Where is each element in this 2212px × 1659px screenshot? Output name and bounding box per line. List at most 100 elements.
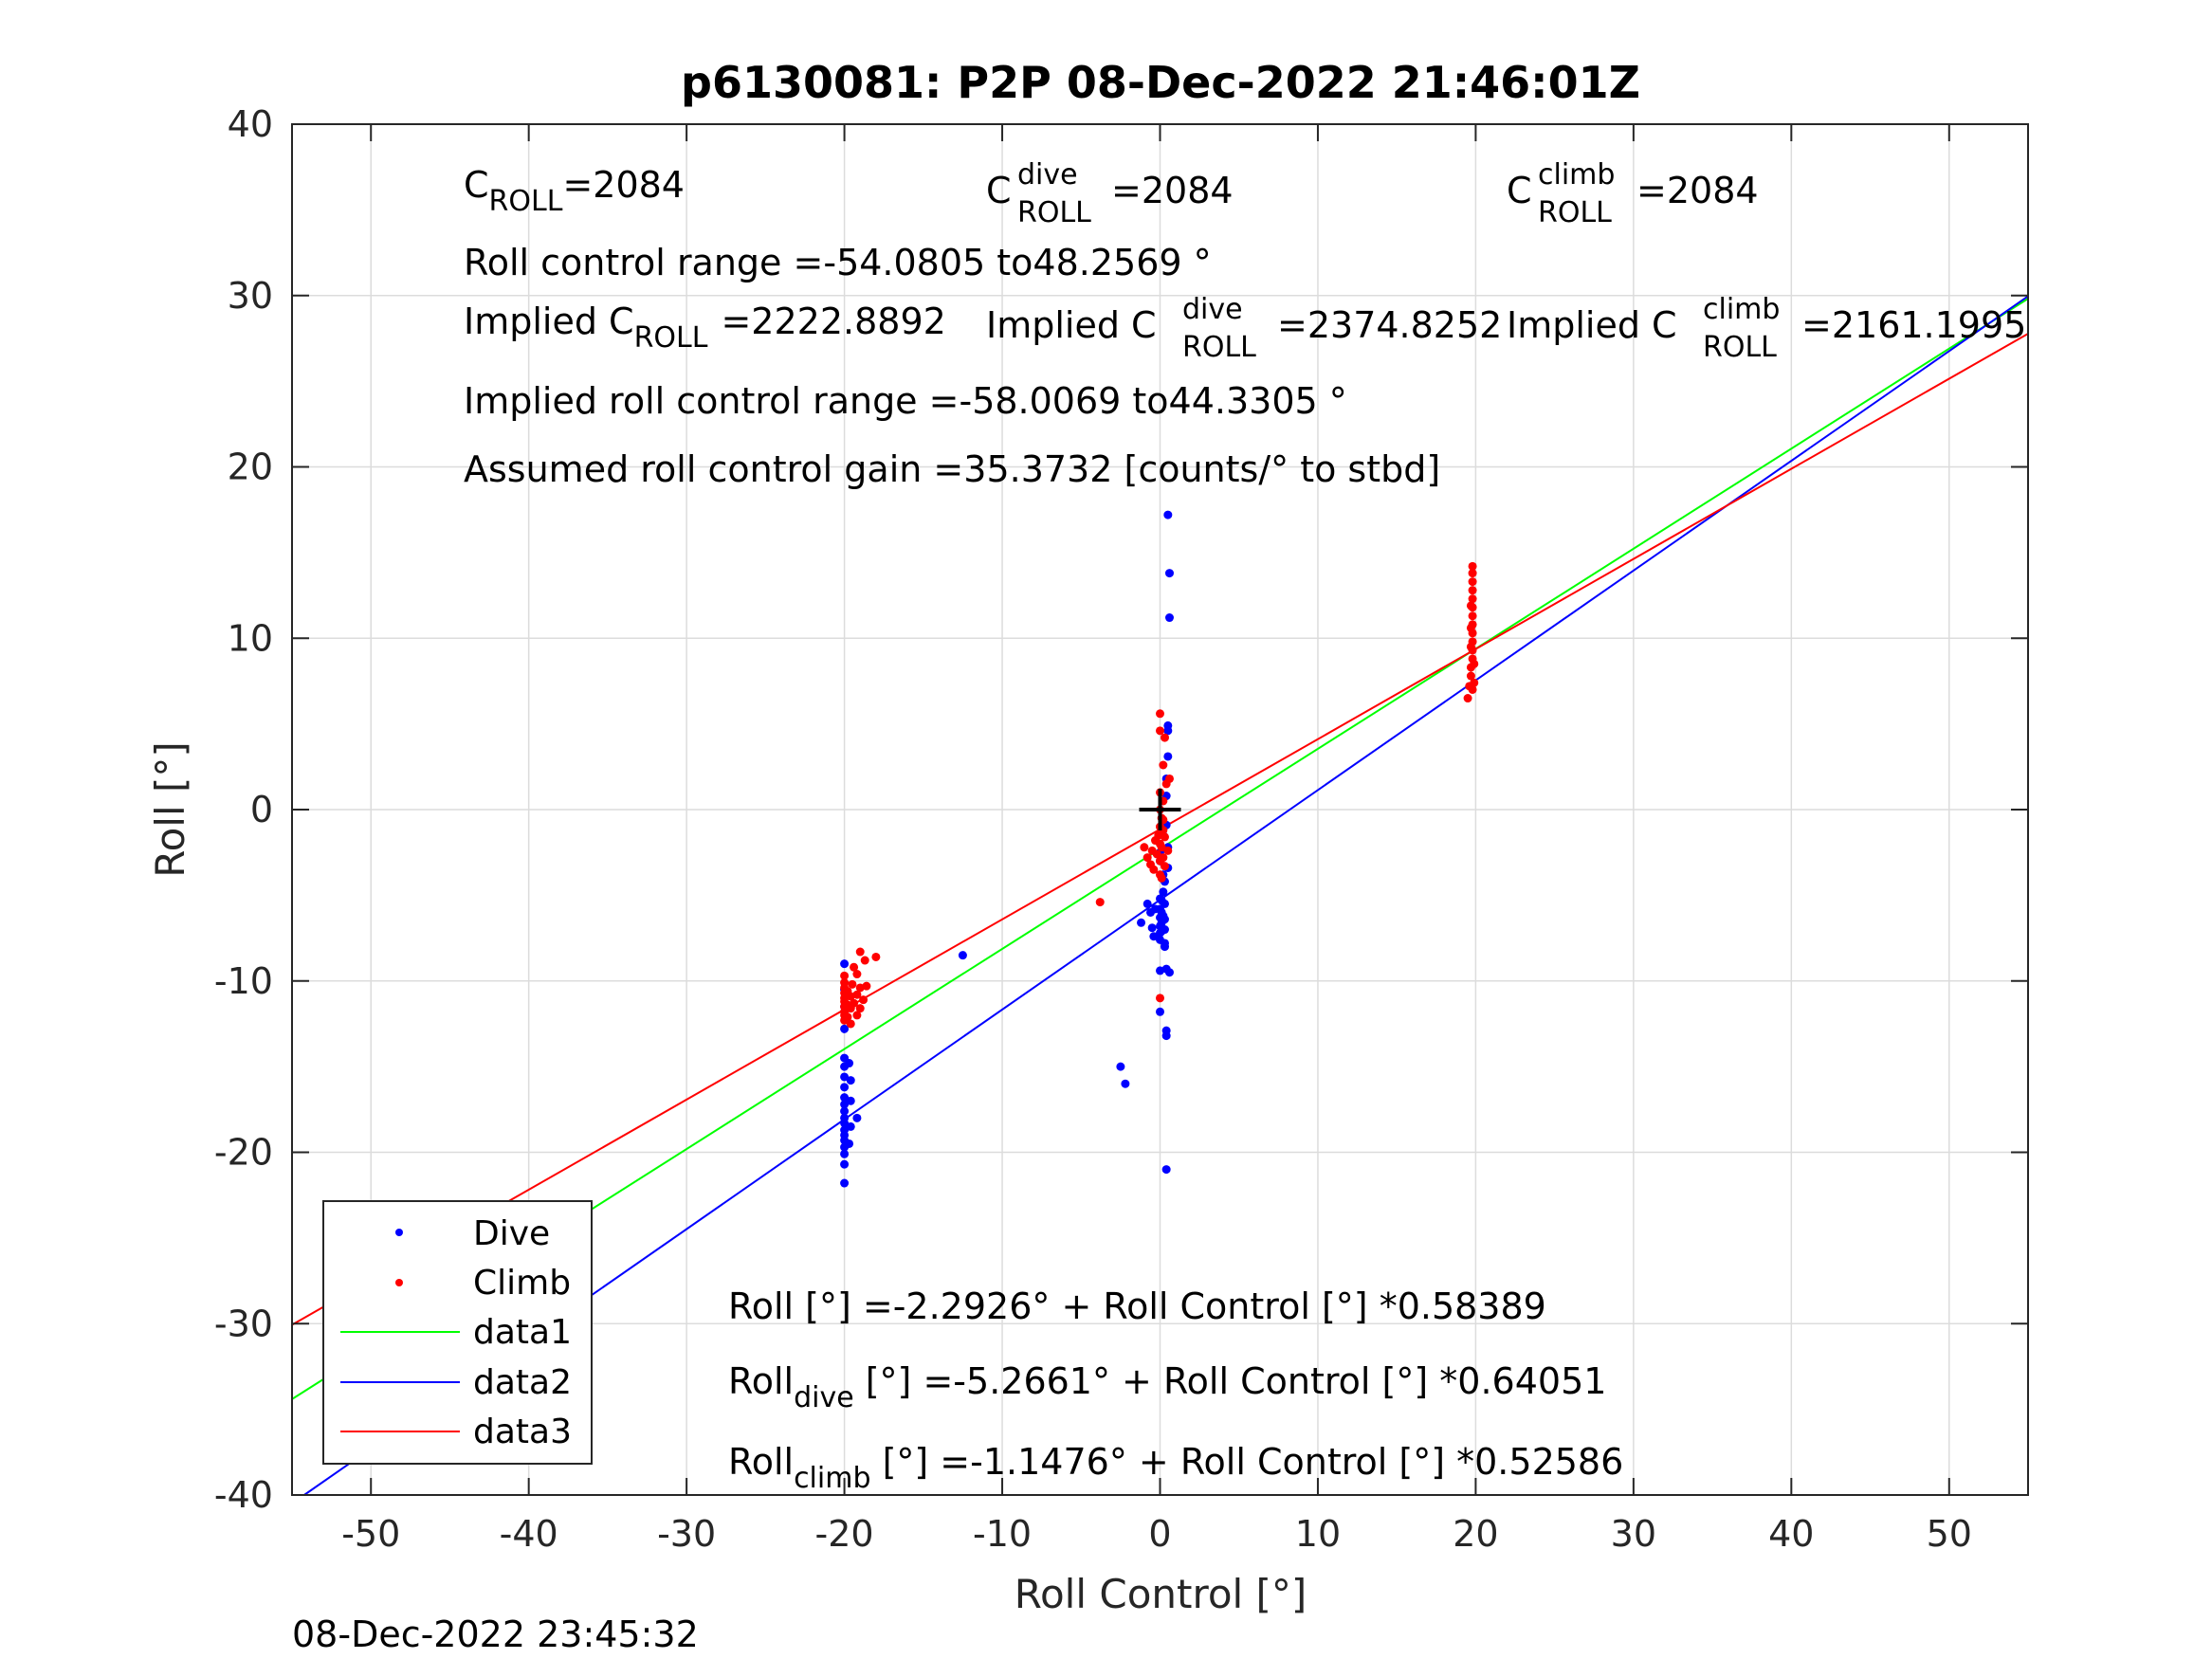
point-dive — [1156, 1007, 1164, 1016]
point-climb — [1160, 733, 1169, 742]
x-tick-label: 0 — [1148, 1513, 1171, 1555]
point-dive — [1116, 1062, 1125, 1071]
point-climb — [1160, 832, 1169, 842]
point-climb — [1163, 846, 1173, 855]
implied-roll-control-range: Implied roll control range =-58.0069 to4… — [464, 380, 1347, 422]
implied-c-roll-dive-value: =2374.8252 — [1277, 304, 1502, 346]
fit-equation-dive: Rolldive [°] =-5.2661° + Roll Control [°… — [728, 1360, 1606, 1414]
point-dive — [1149, 932, 1159, 941]
point-climb — [1140, 843, 1149, 852]
point-dive — [1137, 918, 1146, 927]
point-climb — [1468, 594, 1477, 604]
c-roll-dive-value: =2084 — [1111, 170, 1234, 211]
point-dive — [1161, 1031, 1171, 1041]
x-tick-label: 50 — [1927, 1513, 1972, 1555]
point-dive — [840, 1093, 850, 1103]
point-climb — [860, 956, 869, 965]
implied-c-roll-dive: Implied C — [986, 304, 1157, 346]
chart-title: p6130081: P2P 08-Dec-2022 21:46:01Z — [681, 57, 1640, 108]
point-climb — [840, 971, 850, 980]
point-climb — [1466, 601, 1475, 611]
point-climb — [1470, 659, 1479, 668]
x-tick-label: 10 — [1295, 1513, 1341, 1555]
legend: Dive Climb data1 data2 data3 — [322, 1200, 593, 1465]
point-climb — [855, 1004, 865, 1013]
legend-climb-swatch — [395, 1279, 403, 1286]
legend-data1-label: data1 — [473, 1313, 572, 1352]
point-dive — [1163, 726, 1173, 736]
point-dive — [1160, 925, 1169, 935]
point-dive — [840, 1106, 850, 1116]
footer-timestamp: 08-Dec-2022 23:45:32 — [292, 1613, 699, 1655]
origin-marker — [1139, 789, 1181, 830]
point-climb — [1468, 586, 1477, 595]
point-climb — [1157, 873, 1166, 883]
x-axis-label: Roll Control [°] — [1015, 1571, 1307, 1617]
implied-c-roll: Implied CROLL =2222.8892 — [464, 301, 946, 355]
point-climb — [1143, 853, 1152, 863]
c-roll-climb-sub: ROLL — [1538, 196, 1612, 229]
point-climb — [1095, 898, 1105, 907]
x-tick-label: -40 — [500, 1513, 558, 1555]
point-climb — [1468, 569, 1477, 578]
roll-control-range: Roll control range =-54.0805 to48.2569 ° — [464, 242, 1212, 283]
x-tick-label: 30 — [1611, 1513, 1656, 1555]
point-dive — [1160, 899, 1169, 908]
legend-data2-label: data2 — [473, 1363, 572, 1402]
point-dive — [840, 1083, 850, 1092]
legend-climb-label: Climb — [473, 1264, 571, 1303]
point-climb — [1468, 684, 1477, 694]
point-dive — [1164, 613, 1174, 623]
implied-c-roll-dive-sup: dive — [1182, 293, 1243, 326]
fit-equation-climb: Rollclimb [°] =-1.1476° + Roll Control [… — [728, 1441, 1623, 1495]
point-dive — [840, 959, 850, 969]
point-dive — [845, 1139, 854, 1148]
point-dive — [846, 1076, 855, 1085]
point-climb — [862, 981, 871, 991]
y-tick-label: -40 — [214, 1474, 273, 1516]
point-dive — [1163, 510, 1173, 520]
point-climb — [1156, 726, 1164, 736]
point-climb — [1470, 678, 1479, 687]
point-climb — [843, 1012, 852, 1022]
y-tick-label: 30 — [228, 275, 273, 317]
point-climb — [852, 1011, 862, 1020]
y-tick-label: -20 — [214, 1132, 273, 1174]
point-climb — [1152, 849, 1161, 859]
data-points — [840, 510, 1479, 1188]
fit-equation-all: Roll [°] =-2.2926° + Roll Control [°] *0… — [728, 1285, 1546, 1327]
point-climb — [1164, 774, 1174, 783]
point-climb — [1463, 694, 1472, 703]
point-climb — [850, 998, 859, 1008]
point-dive — [1121, 1079, 1130, 1088]
implied-c-roll-climb-sup: climb — [1703, 293, 1780, 326]
point-dive — [840, 1072, 850, 1082]
point-climb — [871, 952, 881, 961]
y-axis-label: Roll [°] — [147, 741, 193, 877]
point-climb — [1159, 853, 1168, 863]
point-dive — [1163, 752, 1173, 761]
point-climb — [1466, 671, 1475, 681]
c-roll-climb-sup: climb — [1538, 158, 1615, 191]
point-climb — [1149, 865, 1159, 874]
assumed-roll-control-gain: Assumed roll control gain =35.3732 [coun… — [464, 448, 1440, 490]
point-climb — [848, 979, 857, 989]
legend-dive-swatch — [395, 1229, 403, 1236]
point-dive — [1160, 942, 1169, 952]
point-dive — [1161, 1165, 1171, 1175]
point-dive — [852, 1113, 862, 1122]
y-tick-label: 0 — [250, 789, 273, 830]
legend-dive-label: Dive — [473, 1214, 550, 1253]
implied-c-roll-climb-value: =2161.1995 — [1801, 304, 2026, 346]
point-dive — [840, 1024, 850, 1033]
point-climb — [852, 990, 862, 999]
point-climb — [1468, 561, 1477, 571]
c-roll-climb-annotation: C — [1507, 170, 1532, 211]
point-climb — [1156, 709, 1164, 719]
x-tick-label: -30 — [657, 1513, 716, 1555]
point-dive — [1160, 915, 1169, 924]
x-tick-label: -20 — [815, 1513, 874, 1555]
point-climb — [859, 995, 868, 1005]
x-tick-label: 20 — [1453, 1513, 1498, 1555]
